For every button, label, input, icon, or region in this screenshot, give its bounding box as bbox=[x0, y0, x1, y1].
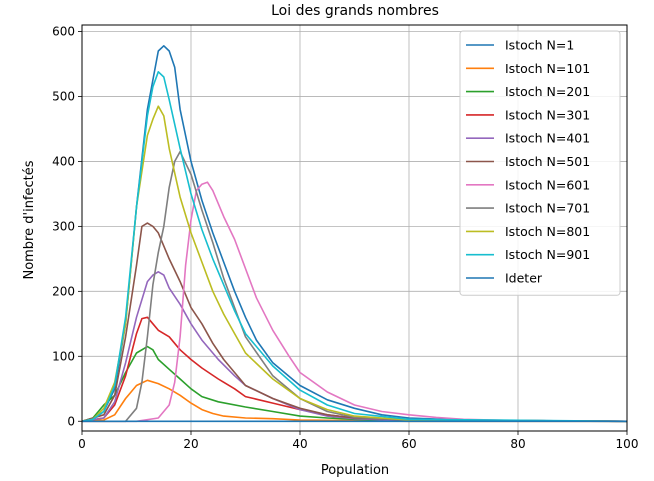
x-tick-label: 40 bbox=[292, 437, 307, 451]
legend: Istoch N=1 Istoch N=101 Istoch N=201 Istoch… bbox=[459, 30, 621, 296]
legend-label: Istoch N=901 bbox=[505, 247, 590, 262]
y-axis-label: Nombre d'infectés bbox=[22, 160, 37, 279]
y-tick-label: 100 bbox=[52, 349, 75, 363]
legend-box bbox=[459, 30, 621, 296]
x-tick-label: 100 bbox=[616, 437, 639, 451]
x-axis-label: Population bbox=[321, 463, 389, 478]
y-tick-label: 300 bbox=[52, 219, 75, 233]
legend-label: Istoch N=101 bbox=[505, 61, 590, 76]
series-line-2 bbox=[81, 379, 627, 423]
legend-label: Istoch N=701 bbox=[505, 201, 590, 216]
y-tick-label: 0 bbox=[67, 414, 75, 428]
series-line-6 bbox=[81, 222, 628, 423]
legend-label: Istoch N=601 bbox=[505, 177, 590, 192]
x-tick-label: 0 bbox=[78, 437, 86, 451]
legend-label: Ideter bbox=[505, 271, 543, 286]
x-tick-label: 60 bbox=[401, 437, 416, 451]
legend-label: Istoch N=501 bbox=[505, 154, 590, 169]
series-line-10 bbox=[81, 71, 628, 423]
legend-label: Istoch N=301 bbox=[505, 107, 590, 122]
legend-label: Istoch N=801 bbox=[505, 224, 590, 239]
legend-label: Istoch N=1 bbox=[505, 38, 574, 53]
plot-lines bbox=[81, 44, 628, 423]
x-axis: 0 20 40 60 80 100 bbox=[78, 431, 638, 451]
y-axis: 0 100 200 300 400 500 600 bbox=[52, 24, 82, 428]
y-tick-label: 400 bbox=[52, 154, 75, 168]
legend-label: Istoch N=201 bbox=[505, 84, 590, 99]
legend-label: Istoch N=401 bbox=[505, 131, 590, 146]
y-tick-label: 600 bbox=[52, 24, 75, 38]
plot-frame bbox=[81, 24, 628, 432]
y-tick-label: 500 bbox=[52, 89, 75, 103]
series-line-7 bbox=[82, 181, 628, 423]
series-line-5 bbox=[81, 270, 628, 423]
x-tick-label: 20 bbox=[183, 437, 198, 451]
y-tick-label: 200 bbox=[52, 284, 75, 298]
x-tick-label: 80 bbox=[510, 437, 525, 451]
chart-title: Loi des grands nombres bbox=[271, 3, 439, 19]
